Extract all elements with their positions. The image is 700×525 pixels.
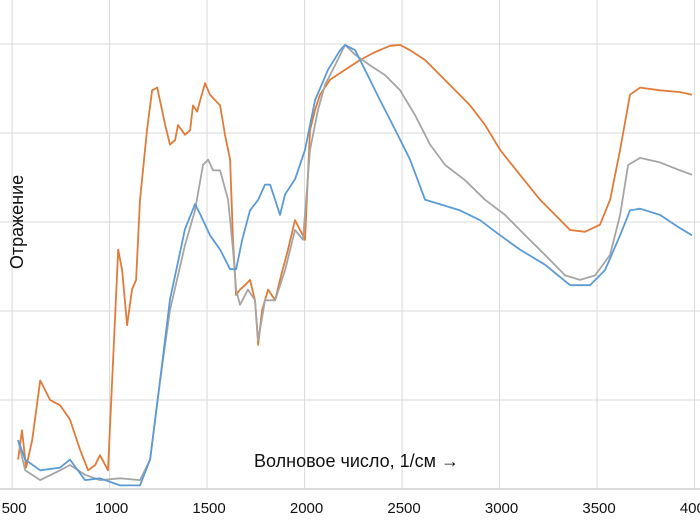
series-line-2 <box>17 44 693 482</box>
x-axis-title: Волновое число, 1/см → <box>254 451 459 471</box>
series-line-3 <box>17 44 693 487</box>
series-lines <box>17 44 693 487</box>
x-tick-labels: 500 1000 1500 2000 2500 3000 3500 4000 <box>2 500 700 517</box>
y-axis-title: Отражение <box>7 175 27 269</box>
x-tick-label: 3000 <box>485 500 518 517</box>
x-tick-label: 3500 <box>582 500 615 517</box>
x-tick-label: 4000 <box>680 500 700 517</box>
x-tick-label: 1500 <box>192 500 225 517</box>
series-line-1 <box>17 44 693 472</box>
x-tick-label: 2000 <box>290 500 323 517</box>
x-tick-label: 1000 <box>95 500 128 517</box>
gridlines <box>0 0 700 490</box>
x-tick-label: 500 <box>2 500 27 517</box>
x-tick-label: 2500 <box>387 500 420 517</box>
